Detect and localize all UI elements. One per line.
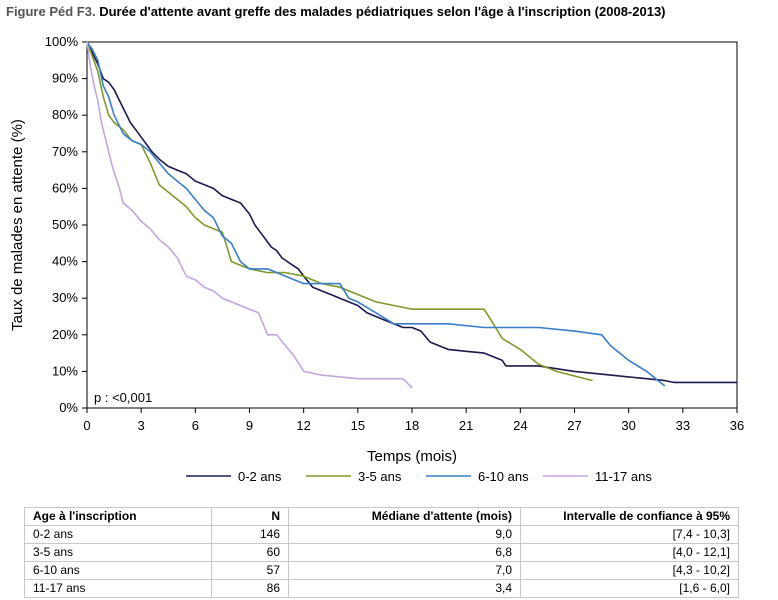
table-row: 3-5 ans 60 6,8 [4,0 - 12,1] [24,543,739,562]
series-line-2 [86,41,593,382]
y-axis-label: Taux de malades en attente (%) [9,119,26,331]
header-age: Age à l'inscription [24,507,212,526]
cell-ci: [4,0 - 12,1] [520,543,739,562]
y-tick-label: 20% [52,327,78,342]
table-row: 6-10 ans 57 7,0 [4,3 - 10,2] [24,561,739,580]
series-line-1 [86,41,737,384]
cell-n: 57 [211,561,289,580]
x-tick-label: 3 [138,418,145,433]
series-line-3 [86,41,666,387]
x-tick-label: 33 [676,418,690,433]
x-tick-label: 6 [192,418,199,433]
cell-ci: [4,3 - 10,2] [520,561,739,580]
x-tick-label: 21 [459,418,473,433]
series-line-4 [86,41,413,389]
figure-title: Figure Péd F3. Durée d'attente avant gre… [6,4,666,19]
stats-table: Age à l'inscription N Médiane d'attente … [24,507,739,598]
legend-label: 6-10 ans [478,469,529,484]
y-tick-label: 40% [52,254,78,269]
cell-median: 9,0 [288,525,521,544]
legend-label: 3-5 ans [358,469,402,484]
x-tick-label: 18 [405,418,419,433]
y-tick-label: 10% [52,363,78,378]
y-tick-label: 60% [52,180,78,195]
table-header-row: Age à l'inscription N Médiane d'attente … [24,507,739,526]
y-tick-label: 100% [45,34,79,49]
table-row: 11-17 ans 86 3,4 [1,6 - 6,0] [24,579,739,598]
cell-age: 0-2 ans [24,525,212,544]
legend-label: 11-17 ans [595,469,652,484]
x-tick-label: 27 [567,418,581,433]
cell-n: 146 [211,525,289,544]
header-ci: Intervalle de confiance à 95% [520,507,739,526]
cell-n: 60 [211,543,289,562]
x-tick-label: 24 [513,418,527,433]
x-tick-label: 0 [83,418,90,433]
table-row: 0-2 ans 146 9,0 [7,4 - 10,3] [24,525,739,544]
cell-age: 3-5 ans [24,543,212,562]
cell-median: 6,8 [288,543,521,562]
x-tick-label: 30 [621,418,635,433]
y-tick-label: 80% [52,107,78,122]
y-tick-label: 90% [52,71,78,86]
cell-age: 11-17 ans [24,579,212,598]
cell-median: 3,4 [288,579,521,598]
cell-ci: [1,6 - 6,0] [520,579,739,598]
y-tick-label: 0% [59,400,78,415]
cell-age: 6-10 ans [24,561,212,580]
x-axis-label: Temps (mois) [367,448,457,465]
x-tick-label: 15 [351,418,365,433]
p-value-annotation: p : <0,001 [94,390,152,405]
cell-n: 86 [211,579,289,598]
survival-chart: 0%10%20%30%40%50%60%70%80%90%100%0 3 6 9 12 1… [9,34,744,484]
header-n: N [211,507,289,526]
x-tick-label: 9 [246,418,253,433]
cell-median: 7,0 [288,561,521,580]
y-tick-label: 50% [52,217,78,232]
figure-label: Figure Péd F3. [6,4,96,19]
legend-label: 0-2 ans [238,469,282,484]
cell-ci: [7,4 - 10,3] [520,525,739,544]
figure-title-text: Durée d'attente avant greffe des malades… [99,4,666,19]
x-tick-label: 12 [296,418,310,433]
y-tick-label: 70% [52,144,78,159]
plot-frame [86,41,738,409]
header-median: Médiane d'attente (mois) [288,507,521,526]
y-tick-label: 30% [52,290,78,305]
x-tick-label: 36 [730,418,744,433]
